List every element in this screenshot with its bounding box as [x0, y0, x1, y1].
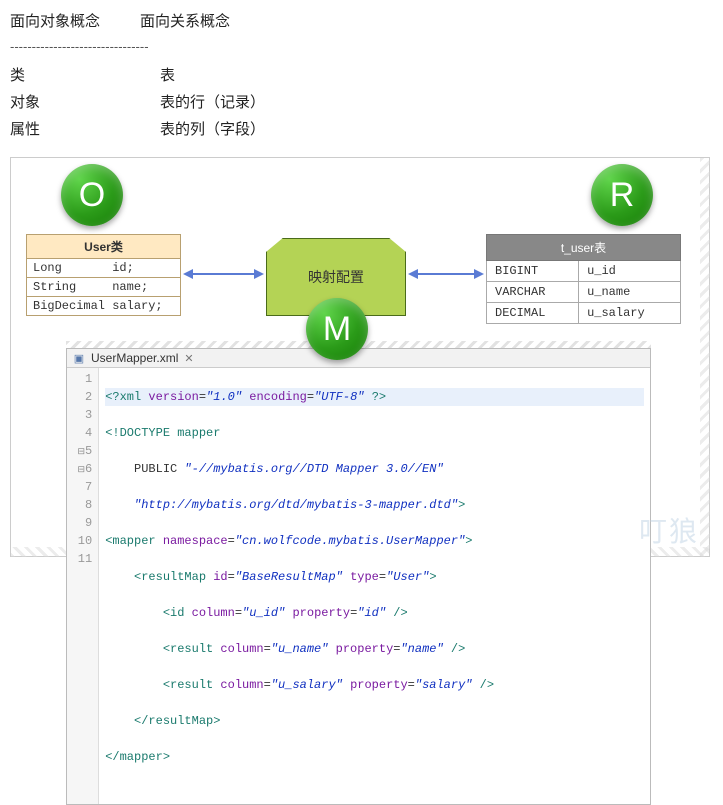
db-col-name: u_name	[579, 282, 681, 303]
code-line: <?xml version="1.0" encoding="UTF-8" ?>	[105, 388, 644, 406]
class-field: Long id;	[27, 259, 180, 278]
code-line: <id column="u_id" property="id" />	[105, 604, 644, 622]
line-number: 11	[77, 550, 92, 568]
db-row: DECIMAL u_salary	[487, 303, 681, 324]
close-icon[interactable]: ✕	[184, 352, 193, 365]
concept-headers: 面向对象概念 面向关系概念	[10, 10, 713, 31]
editor-code-area: 1 2 3 4 ⊟5 ⊟6 7 8 9 10 11 <?xml version=…	[67, 368, 650, 804]
db-col-name: u_salary	[579, 303, 681, 324]
mapping-oo: 类	[10, 64, 160, 85]
line-number: 9	[77, 514, 92, 532]
editor-lines[interactable]: <?xml version="1.0" encoding="UTF-8" ?> …	[99, 368, 650, 804]
mapping-rel: 表	[160, 64, 175, 85]
editor-tabbar: ▣ UserMapper.xml ✕	[67, 349, 650, 368]
class-field: String name;	[27, 278, 180, 297]
circle-o: O	[61, 164, 123, 226]
circle-r-label: R	[610, 176, 635, 215]
user-class-box: User类 Long id; String name; BigDecimal s…	[26, 234, 181, 316]
xml-file-icon: ▣	[73, 352, 85, 364]
line-number: ⊟6	[77, 460, 92, 478]
line-number: 3	[77, 406, 92, 424]
circle-m: M	[306, 298, 368, 360]
line-number: 2	[77, 388, 92, 406]
db-col-type: VARCHAR	[487, 282, 579, 303]
mapping-rel: 表的列（字段）	[160, 118, 265, 139]
circle-r: R	[591, 164, 653, 226]
line-number: 4	[77, 424, 92, 442]
code-line: <mapper namespace="cn.wolfcode.mybatis.U…	[105, 532, 644, 550]
user-class-title: User类	[27, 235, 180, 259]
circle-m-label: M	[323, 310, 351, 349]
code-line: <!DOCTYPE mapper	[105, 424, 644, 442]
db-col-type: BIGINT	[487, 261, 579, 282]
code-line: "http://mybatis.org/dtd/mybatis-3-mapper…	[105, 496, 644, 514]
db-row: VARCHAR u_name	[487, 282, 681, 303]
code-line: PUBLIC "-//mybatis.org//DTD Mapper 3.0//…	[105, 460, 644, 478]
line-number: ⊟5	[77, 442, 92, 460]
class-field: BigDecimal salary;	[27, 297, 180, 315]
tuser-db-table: t_user表 BIGINT u_id VARCHAR u_name DECIM…	[486, 234, 681, 324]
circle-o-label: O	[79, 176, 105, 215]
db-col-type: DECIMAL	[487, 303, 579, 324]
orm-diagram: O R M User类 Long id; String name; BigDec…	[10, 157, 710, 557]
db-table-title: t_user表	[487, 235, 681, 261]
editor-gutter: 1 2 3 4 ⊟5 ⊟6 7 8 9 10 11	[67, 368, 99, 804]
xml-editor-panel: ▣ UserMapper.xml ✕ 1 2 3 4 ⊟5 ⊟6 7 8 9 1…	[66, 348, 651, 805]
line-number: 1	[77, 370, 92, 388]
arrow-m-to-r	[416, 273, 476, 275]
code-line: <resultMap id="BaseResultMap" type="User…	[105, 568, 644, 586]
line-number: 8	[77, 496, 92, 514]
mapping-config-label: 映射配置	[308, 267, 364, 287]
line-number: 10	[77, 532, 92, 550]
mapping-rel: 表的行（记录）	[160, 91, 265, 112]
db-col-name: u_id	[579, 261, 681, 282]
mapping-oo: 属性	[10, 118, 160, 139]
line-number: 7	[77, 478, 92, 496]
code-line: <result column="u_name" property="name" …	[105, 640, 644, 658]
code-line: <result column="u_salary" property="sala…	[105, 676, 644, 694]
mapping-row: 属性 表的列（字段）	[10, 118, 713, 139]
code-line: </mapper>	[105, 748, 644, 766]
db-row: BIGINT u_id	[487, 261, 681, 282]
arrow-o-to-m	[191, 273, 256, 275]
header-oo: 面向对象概念	[10, 10, 100, 31]
mapping-row: 对象 表的行（记录）	[10, 91, 713, 112]
mapping-oo: 对象	[10, 91, 160, 112]
header-rel: 面向关系概念	[140, 10, 230, 31]
code-line: </resultMap>	[105, 712, 644, 730]
mapping-row: 类 表	[10, 64, 713, 85]
divider-dashes: --------------------------------	[10, 39, 713, 54]
editor-filename: UserMapper.xml	[91, 351, 178, 365]
